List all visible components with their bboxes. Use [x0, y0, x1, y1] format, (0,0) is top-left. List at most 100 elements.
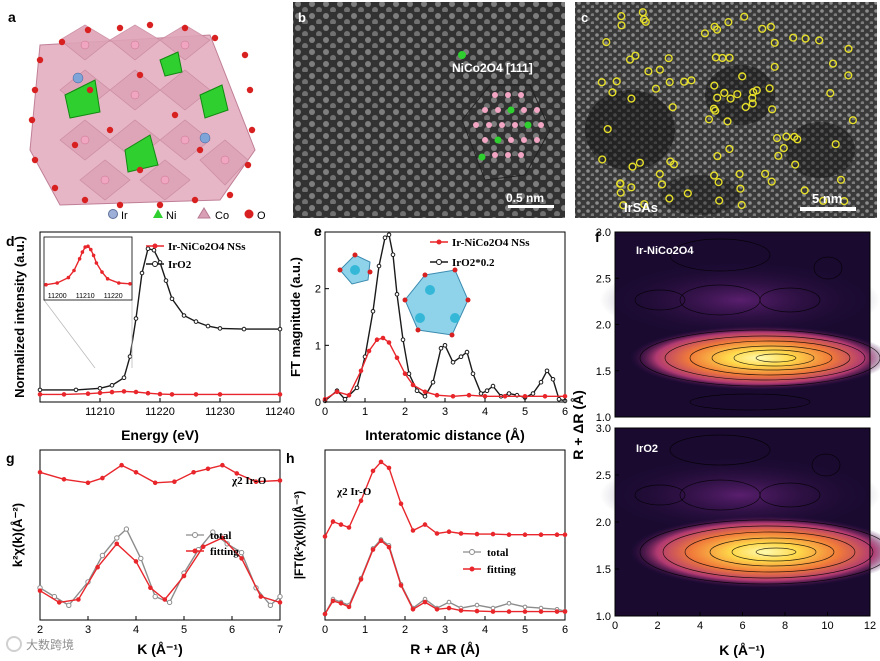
e-irnico-point — [380, 335, 386, 341]
g-fitting-point — [37, 588, 43, 594]
d-irnico-point — [157, 391, 163, 397]
e-iro2-point — [430, 379, 436, 385]
panel-c-label: IrSAs — [624, 200, 658, 215]
h-ir-o-point — [386, 465, 392, 471]
e-iro2-point — [354, 385, 360, 391]
d-iro2-point — [193, 319, 199, 324]
ir-single-atom-circle — [710, 81, 719, 90]
ir-single-atom-circle — [840, 197, 849, 206]
ir-single-atom-circle — [791, 160, 800, 169]
d-inset-tick: 11220 — [104, 293, 123, 300]
ir-single-atom-circle — [723, 117, 732, 126]
h-total-point — [506, 601, 512, 606]
e-iro2-point — [556, 396, 562, 402]
ir-single-atom-circle — [779, 144, 788, 153]
e-ytick-label: 0 — [315, 397, 321, 409]
ir-single-atom-circle — [765, 84, 774, 93]
d-iro2-point — [73, 387, 79, 393]
scale-bar-b — [508, 205, 554, 208]
ir-single-atom-circle — [735, 169, 744, 179]
e-iro2-point — [538, 379, 544, 385]
ir-single-atom-circle — [665, 194, 674, 203]
ir-single-atom-circle — [752, 86, 761, 95]
o-atom-icon — [244, 209, 254, 219]
e-iro2-point — [414, 388, 420, 394]
h-legend: total fitting — [463, 547, 516, 576]
f-bottom-map — [600, 427, 880, 617]
g-ir-o-line — [39, 464, 281, 484]
ir-single-atom-circle — [718, 53, 727, 63]
h-xtick-label: 2 — [402, 624, 408, 636]
h-ir-o-point — [338, 522, 344, 527]
ir-single-atom-circle — [651, 84, 661, 93]
f-xtick-label: 8 — [782, 620, 788, 632]
ir-single-atom-circle — [724, 18, 733, 27]
g-fitting-point — [76, 597, 81, 602]
h-ir-o-point — [522, 532, 528, 538]
ir-single-atom-circle — [828, 59, 838, 68]
h-xtick-label: 4 — [482, 624, 488, 636]
ir-single-atom-circle — [715, 196, 724, 205]
h-fitting-point — [346, 604, 352, 610]
ir-single-atom-circle — [709, 171, 719, 180]
g-ir-o-point — [37, 470, 43, 475]
d-iro2-point — [277, 326, 283, 332]
f-top-ytick-label: 1.0 — [596, 412, 611, 424]
g-total-point — [114, 535, 120, 541]
h-ir-o-point — [434, 531, 440, 536]
g-total-point — [138, 555, 144, 562]
d-legend: Ir-NiCo2O4 NSs IrO2 — [146, 241, 246, 271]
g-fitting-point — [56, 600, 62, 605]
e-iro2-point — [400, 337, 406, 343]
g-xtick-label: 4 — [133, 624, 139, 636]
ir-single-atom-circle — [627, 94, 636, 103]
panel-b-letter: b — [298, 10, 306, 25]
g-total-point — [238, 549, 245, 556]
panel-b: b NiCo2O4 [111] 0.5 nm — [293, 2, 565, 218]
g-total-point — [123, 526, 130, 532]
panel-c-letter: c — [581, 10, 588, 25]
panel-e: e Interatomic distance (Å) FT magnitude … — [288, 223, 568, 443]
ir-single-atom-circle — [665, 77, 674, 87]
ir-single-atom-circle — [789, 33, 798, 42]
d-inset-point — [55, 281, 60, 285]
d-inset-point — [77, 257, 82, 261]
g-legend-1: total — [210, 530, 231, 542]
e-irnico-point — [522, 394, 528, 399]
e-iro2-point — [394, 292, 400, 297]
d-inset-tick: 11200 — [48, 293, 67, 300]
d-inset-point — [91, 253, 96, 258]
panel-f: f Ir-NiCo2O4 IrO — [570, 227, 880, 658]
ir-single-atom-circle — [617, 12, 626, 21]
h-ir-o-point — [474, 531, 480, 537]
g-ir-o-point — [191, 470, 196, 475]
ir-single-atom-circle — [738, 72, 747, 81]
lattice-overlay — [461, 84, 551, 181]
g-ir-o-point — [220, 462, 225, 468]
ir-single-atom-circle — [603, 125, 612, 134]
panel-a: a — [8, 9, 266, 222]
e-iro2-point — [530, 391, 536, 396]
ir-single-atom-circle — [831, 140, 840, 149]
ir-single-atom-circle — [772, 134, 782, 143]
e-octahedra-illustration — [337, 252, 471, 338]
e-legend: Ir-NiCo2O4 NSs IrO2*0.2 — [430, 237, 530, 269]
ir-single-atom-circle — [627, 183, 636, 192]
d-legend-1: Ir-NiCo2O4 NSs — [168, 241, 246, 253]
d-iro2-point — [97, 386, 103, 391]
e-iro2-point — [342, 396, 348, 402]
h-fitting-point — [506, 609, 512, 614]
g-annotation: χ2 Ir-O — [231, 475, 267, 487]
h-fitting-point — [330, 598, 336, 604]
h-ir-o-point — [322, 534, 328, 539]
ir-single-atom-circle — [770, 62, 779, 71]
f-bottom-ytick-label: 2.5 — [596, 470, 611, 482]
ir-single-atom-circle — [655, 169, 664, 179]
panel-c-scale: 5 nm — [812, 191, 842, 206]
d-inset-point — [117, 281, 121, 285]
crystal-structure-image — [28, 21, 256, 209]
e-irnico-line — [324, 337, 565, 400]
d-inset-point — [105, 277, 110, 281]
e-irnico-point — [334, 389, 340, 395]
ir-single-atom-circle — [631, 51, 640, 60]
